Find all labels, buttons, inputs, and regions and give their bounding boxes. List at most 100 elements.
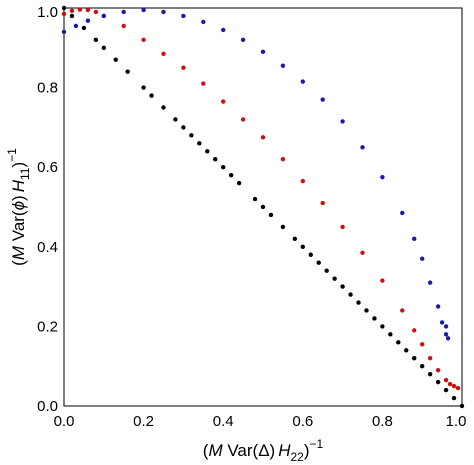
series-1-point: [181, 65, 186, 70]
y-tick-label-2: 0.4: [37, 239, 58, 256]
series-0-point: [324, 268, 329, 273]
series-2-point: [221, 27, 226, 33]
series-0-point: [332, 276, 337, 281]
series-0-point: [93, 37, 99, 43]
series-0-point: [380, 324, 385, 329]
series-1-point: [280, 157, 286, 162]
series-2-point: [61, 29, 67, 35]
series-2-point: [443, 324, 449, 329]
series-2-point: [300, 79, 305, 84]
series-2-point: [101, 13, 107, 19]
x-tick-label-3: 0.6: [292, 413, 313, 430]
series-1-point: [161, 51, 166, 56]
series-2-point: [320, 97, 325, 102]
series-2-point: [360, 145, 365, 150]
series-2-point: [260, 49, 266, 54]
series-2-point: [340, 119, 345, 124]
series-0-point: [396, 340, 401, 345]
series-0-point: [213, 157, 218, 162]
series-0-point: [404, 348, 409, 353]
series-2-point: [380, 174, 385, 180]
series-0-point: [372, 316, 377, 321]
y-tick-label-0: 0.0: [37, 398, 58, 415]
series-1-point: [221, 99, 226, 104]
series-0-point: [125, 69, 130, 74]
series-1-point: [443, 377, 449, 383]
x-tick-label-2: 0.4: [213, 413, 234, 430]
series-0-point: [356, 300, 361, 305]
series-1-point: [85, 7, 91, 13]
series-2-point: [439, 320, 445, 325]
series-0-point: [412, 356, 417, 361]
series-2-point: [161, 9, 166, 15]
series-0-point: [420, 364, 425, 369]
series-0-point: [69, 13, 75, 19]
series-2-point: [73, 23, 79, 29]
y-tick-label-5: 1.0: [37, 4, 58, 21]
series-1-point: [77, 7, 83, 12]
series-1-point: [300, 178, 305, 184]
series-2-point: [85, 18, 91, 23]
series-1-point: [400, 308, 405, 313]
series-2-point: [181, 13, 186, 19]
series-1-point: [447, 381, 453, 387]
series-0-point: [173, 117, 178, 122]
series-2-point: [121, 9, 126, 15]
series-2-point: [141, 7, 146, 13]
series-0-point: [348, 292, 353, 297]
series-1-point: [240, 117, 246, 122]
series-1-point: [340, 224, 345, 230]
series-1-point: [69, 8, 75, 13]
series-0-point: [443, 387, 449, 393]
x-tick-labels: 0.0 0.2 0.4 0.6 0.8 1.0: [54, 413, 467, 430]
series-2-point: [420, 256, 425, 261]
series-1: [61, 7, 461, 391]
series-0: [61, 5, 465, 409]
series-0-point: [268, 212, 274, 218]
series-1-point: [455, 385, 461, 391]
plot-frame: [63, 7, 463, 407]
series-0-point: [113, 57, 118, 62]
series-0-point: [149, 93, 154, 98]
series-0-point: [197, 141, 202, 146]
series-1-point: [451, 383, 457, 389]
series-0-point: [221, 165, 226, 170]
series-0-point: [141, 85, 146, 90]
series-1-point: [201, 81, 206, 86]
series-0-point: [451, 395, 457, 401]
series-0-point: [427, 371, 433, 377]
series-1-point: [260, 135, 266, 140]
y-axis-label: (M Var(ϕ)H11)−1: [5, 148, 32, 266]
series-0-point: [161, 105, 166, 110]
series-1-point: [141, 37, 146, 43]
series-1-point: [61, 11, 67, 17]
y-tick-label-3: 0.6: [37, 159, 58, 176]
series-0-point: [292, 236, 298, 242]
series-2-point: [240, 37, 246, 43]
series-1-point: [412, 328, 417, 333]
series-0-point: [252, 196, 258, 202]
series-2-point: [435, 304, 441, 309]
series-0-point: [189, 133, 194, 138]
series-0-point: [280, 224, 286, 230]
series-2-point: [412, 236, 417, 242]
series-0-point: [435, 379, 441, 385]
series-1-point: [380, 278, 385, 283]
series-1-point: [121, 23, 126, 29]
series-2-point: [443, 332, 449, 337]
series-0-point: [81, 25, 87, 31]
y-tick-label-4: 0.8: [37, 80, 58, 97]
x-tick-label-5: 1.0: [446, 413, 467, 430]
series-0-point: [364, 308, 369, 313]
series-1-point: [420, 342, 425, 347]
series-0-point: [459, 403, 465, 409]
x-tick-label-0: 0.0: [54, 413, 75, 430]
series-1-point: [435, 367, 441, 373]
series-0-point: [260, 204, 266, 210]
series-2-point: [400, 210, 405, 216]
series-2-point: [445, 336, 451, 341]
series-1-point: [360, 250, 365, 255]
series-1-point: [93, 9, 99, 15]
series-2-point: [280, 63, 286, 68]
